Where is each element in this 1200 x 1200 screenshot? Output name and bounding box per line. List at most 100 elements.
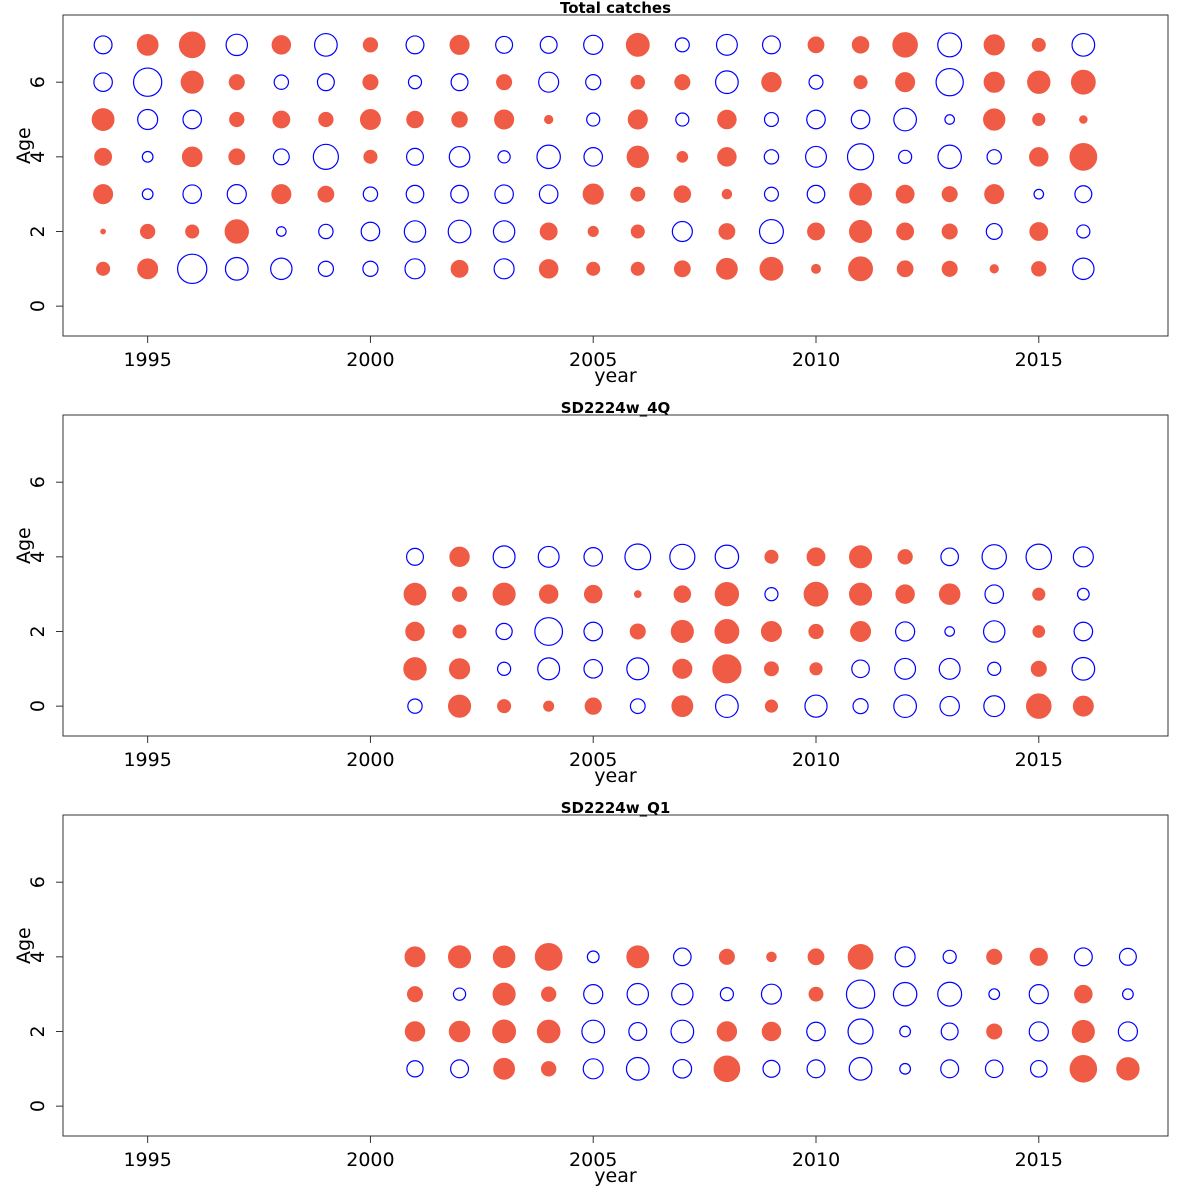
residual-bubble-positive [760, 621, 782, 642]
residual-bubble-negative [940, 1059, 960, 1079]
residual-bubble-negative [714, 694, 739, 719]
residual-bubble-positive [896, 222, 915, 241]
chart-title: SD2224w_Q1 [561, 799, 671, 817]
x-tick-label: 2010 [792, 1149, 840, 1171]
residual-bubble-negative [624, 543, 652, 571]
residual-bubble-positive [406, 110, 424, 129]
residual-bubble-positive [91, 108, 115, 131]
residual-bubble-negative [899, 1062, 912, 1075]
residual-bubble-positive [449, 34, 470, 55]
residual-bubble-negative [808, 74, 824, 90]
residual-bubble-positive [492, 582, 516, 606]
residual-bubble-negative [806, 1021, 826, 1042]
residual-bubble-positive [541, 986, 557, 1002]
residual-bubble-positive [586, 261, 601, 276]
residual-bubble-positive [721, 188, 733, 200]
residual-bubble-negative [450, 184, 469, 204]
residual-bubble-positive [450, 259, 469, 278]
residual-bubble-positive [764, 549, 779, 564]
residual-bubble-negative [494, 184, 514, 205]
x-tick-label: 2005 [569, 749, 617, 771]
residual-bubble-positive [1116, 1057, 1140, 1081]
residual-bubble-positive [716, 1021, 738, 1042]
residual-bubble-positive [1079, 115, 1088, 124]
residual-bubble-negative [583, 146, 604, 167]
residual-bubble-negative [719, 987, 735, 1002]
residual-bubble-negative [714, 70, 739, 95]
residual-bubble-positive [405, 621, 425, 642]
residual-bubble-positive [713, 1055, 741, 1083]
residual-bubble-positive [989, 264, 999, 274]
x-tick-label: 2005 [569, 349, 617, 371]
residual-bubble-negative [537, 545, 560, 568]
residual-bubble-negative [940, 547, 960, 567]
residual-bubble-positive [224, 219, 249, 244]
residual-bubble-negative [450, 1059, 470, 1079]
residual-bubble-negative [852, 697, 869, 715]
residual-bubble-negative [313, 32, 338, 57]
residual-bubble-positive [672, 658, 693, 679]
y-tick-label: 4 [27, 951, 49, 963]
residual-bubble-negative [761, 35, 781, 55]
x-tick-label: 2015 [1015, 349, 1063, 371]
residual-bubble-negative [1025, 543, 1053, 571]
residual-bubble-positive [941, 223, 958, 240]
residual-bubble-positive [1069, 142, 1098, 171]
residual-bubble-negative [671, 982, 694, 1006]
residual-bubble-negative [496, 661, 512, 676]
residual-bubble-positive [536, 1019, 561, 1044]
residual-bubble-negative [982, 620, 1006, 643]
residual-bubble-negative [940, 1022, 959, 1041]
residual-bubble-positive [451, 111, 468, 128]
residual-bubble-negative [715, 33, 738, 56]
residual-bubble-positive [718, 948, 735, 965]
residual-bubble-negative [764, 587, 779, 602]
residual-bubble-positive [494, 109, 515, 130]
residual-bubble-positive [100, 228, 106, 235]
residual-bubble-positive [807, 222, 825, 241]
residual-bubble-negative [586, 950, 600, 964]
residual-bubble-negative [1071, 656, 1096, 681]
x-tick-label: 2010 [792, 349, 840, 371]
residual-bubble-negative [182, 109, 203, 130]
y-tick-label: 2 [27, 225, 49, 237]
residual-bubble-negative [132, 67, 163, 97]
residual-bubble-negative [495, 622, 513, 641]
residual-bubble-negative [987, 661, 1002, 676]
residual-bubble-negative [944, 114, 956, 125]
residual-bubble-negative [177, 253, 208, 285]
residual-bubble-positive [362, 74, 379, 91]
residual-bubble-negative [893, 694, 918, 719]
residual-bubble-positive [938, 583, 961, 605]
residual-bubble-negative [937, 32, 963, 58]
residual-bubble-positive [895, 72, 916, 93]
residual-bubble-positive [849, 219, 873, 244]
residual-bubble-negative [892, 981, 918, 1007]
residual-bubble-positive [451, 586, 468, 602]
residual-bubble-positive [851, 36, 870, 54]
residual-bubble-negative [539, 35, 558, 54]
residual-bubble-negative [581, 1019, 606, 1044]
residual-bubble-negative [403, 220, 427, 243]
residual-bubble-negative [583, 546, 604, 567]
residual-bubble-negative [939, 695, 960, 717]
y-axis-label: Age [13, 527, 35, 564]
residual-bubble-positive [714, 581, 740, 607]
x-tick-label: 1995 [123, 749, 171, 771]
residual-bubble-positive [808, 986, 824, 1002]
residual-bubble-negative [984, 584, 1005, 605]
residual-bubble-positive [534, 942, 563, 971]
residual-bubble-positive [712, 654, 742, 684]
residual-bubble-negative [312, 143, 339, 170]
residual-bubble-negative [583, 984, 604, 1005]
residual-bubble-negative [937, 144, 962, 170]
residual-bubble-positive [137, 258, 159, 280]
residual-bubble-negative [986, 149, 1002, 165]
residual-bubble-positive [1074, 984, 1093, 1004]
residual-bubble-negative [141, 150, 154, 163]
residual-bubble-positive [714, 619, 740, 644]
residual-bubble-positive [806, 547, 826, 567]
chart-title: SD2224w_4Q [561, 399, 671, 417]
residual-bubble-negative [272, 148, 290, 166]
chart-panel-3: SD2224w_Q1 1995 2000 2005 2010 2015 year 0 2 4 6 Ag… [13, 799, 1169, 1187]
